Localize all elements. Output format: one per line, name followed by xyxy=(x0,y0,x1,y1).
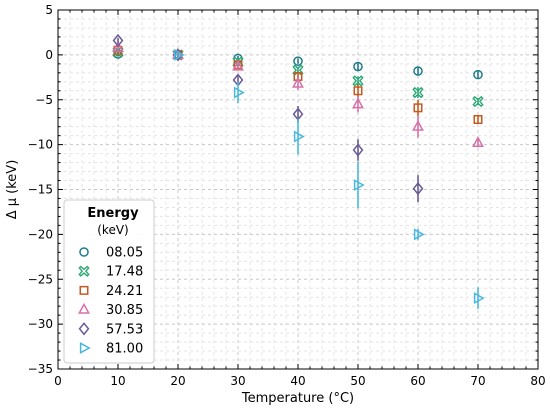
data-point-marker xyxy=(78,322,90,336)
y-tick-label: 0 xyxy=(45,48,53,62)
y-tick-label: −15 xyxy=(28,183,53,197)
data-point-marker xyxy=(413,66,423,76)
legend-label: 81.00 xyxy=(106,342,143,357)
data-point-marker xyxy=(472,95,484,108)
data-point-marker xyxy=(292,76,304,88)
y-tick-label: −10 xyxy=(28,138,53,152)
data-point-marker xyxy=(352,97,364,109)
y-tick-label: −5 xyxy=(35,93,53,107)
legend-label: 08.05 xyxy=(106,246,143,261)
x-tick-label: 10 xyxy=(110,374,125,388)
legend-item: 08.05 xyxy=(79,246,143,261)
legend-item: 17.48 xyxy=(78,265,143,280)
data-markers xyxy=(112,33,485,309)
y-tick-label: 5 xyxy=(45,3,53,17)
data-point-marker xyxy=(413,228,425,241)
data-point-marker xyxy=(353,86,363,96)
data-point-marker xyxy=(112,33,124,48)
data-point-marker xyxy=(352,75,364,87)
data-point-marker xyxy=(293,130,305,143)
x-tick-label: 60 xyxy=(410,374,425,388)
data-point-marker xyxy=(473,115,483,124)
data-point-marker xyxy=(79,247,89,257)
x-tick-label: 70 xyxy=(470,374,485,388)
legend-label: 17.48 xyxy=(106,265,143,280)
data-point-marker xyxy=(352,143,364,157)
series-30.85 xyxy=(112,40,484,148)
data-point-marker xyxy=(233,86,245,99)
y-tick-label: −20 xyxy=(28,227,53,241)
legend-label: 30.85 xyxy=(106,303,143,318)
data-point-marker xyxy=(473,69,483,80)
data-point-marker xyxy=(112,40,124,52)
legend-item: 30.85 xyxy=(78,302,143,318)
data-point-marker xyxy=(79,285,89,295)
y-tick-label: −35 xyxy=(28,362,53,376)
series-81.00 xyxy=(173,48,485,309)
plot-frame xyxy=(57,9,539,370)
legend-item: 57.53 xyxy=(78,322,143,337)
x-axis-label: Temperature (°C) xyxy=(241,391,354,406)
data-point-marker xyxy=(353,61,363,72)
legend-box xyxy=(63,199,155,364)
data-point-marker xyxy=(353,179,365,191)
x-tick-label: 80 xyxy=(530,374,545,388)
data-point-marker xyxy=(412,86,424,99)
y-axis-label: Δ μ (keV) xyxy=(5,160,20,220)
x-tick-label: 0 xyxy=(54,374,62,388)
data-point-marker xyxy=(412,181,424,196)
legend-item: 81.00 xyxy=(79,342,143,357)
legend-item: 24.21 xyxy=(79,284,143,299)
data-point-marker xyxy=(173,48,185,61)
x-tick-label: 20 xyxy=(170,374,185,388)
data-point-marker xyxy=(413,103,423,113)
data-point-marker xyxy=(78,265,90,277)
data-point-marker xyxy=(473,292,485,305)
legend: Energy (keV) 08.05 17.48 24.21 30.85 57.53 81.0… xyxy=(63,199,155,364)
data-point-marker xyxy=(293,56,303,66)
series-57.53 xyxy=(112,33,424,203)
data-point-marker xyxy=(79,342,91,354)
y-tick-label: −30 xyxy=(28,317,53,331)
legend-subtitle: (keV) xyxy=(97,223,128,237)
data-point-marker xyxy=(472,136,484,147)
x-tick-label: 50 xyxy=(350,374,365,388)
x-tick-label: 30 xyxy=(230,374,245,388)
legend-label: 24.21 xyxy=(106,284,143,299)
data-point-marker xyxy=(172,49,184,61)
legend-title: Energy xyxy=(87,206,139,221)
x-tick-label: 40 xyxy=(290,374,305,388)
legend-label: 57.53 xyxy=(106,322,143,337)
data-point-marker xyxy=(78,302,90,314)
data-point-marker xyxy=(412,119,424,131)
data-point-marker xyxy=(232,59,244,71)
y-tick-label: −25 xyxy=(28,272,53,286)
